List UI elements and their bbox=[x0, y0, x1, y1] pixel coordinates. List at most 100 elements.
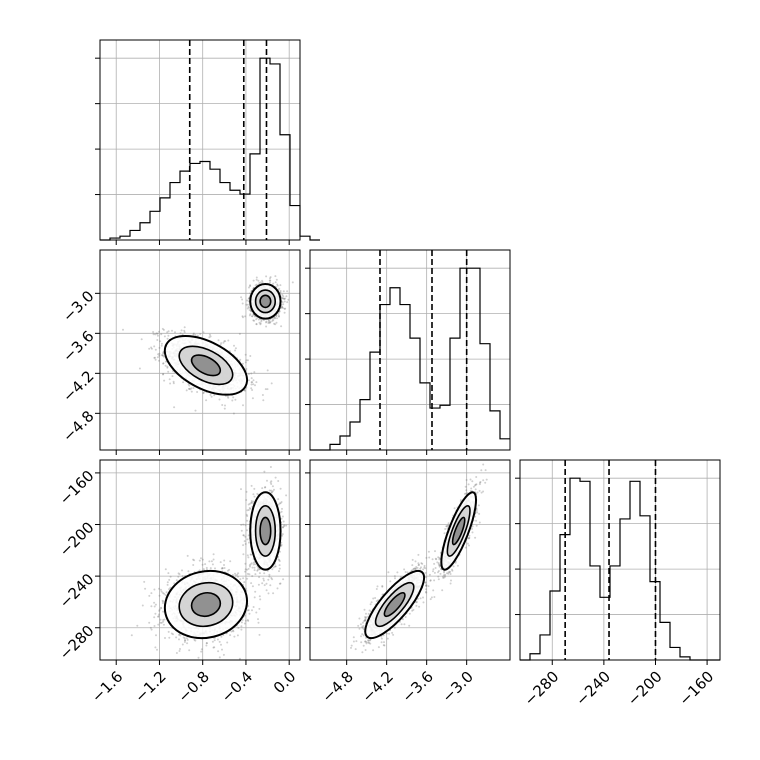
sample-point bbox=[269, 584, 272, 587]
sample-point bbox=[166, 337, 169, 340]
sample-point bbox=[246, 568, 248, 571]
sample-point bbox=[249, 502, 251, 505]
sample-point bbox=[281, 306, 283, 309]
sample-point bbox=[283, 297, 286, 300]
sample-point bbox=[148, 347, 151, 350]
sample-point bbox=[188, 649, 191, 652]
sample-point bbox=[279, 582, 282, 585]
sample-point bbox=[261, 281, 264, 284]
sample-point bbox=[167, 572, 170, 575]
sample-point bbox=[210, 560, 213, 563]
sample-point bbox=[166, 581, 169, 584]
sample-point bbox=[282, 578, 285, 581]
sample-point bbox=[170, 632, 173, 635]
sample-point bbox=[254, 573, 257, 576]
sample-point bbox=[160, 621, 163, 624]
sample-point bbox=[163, 335, 166, 338]
sample-point bbox=[181, 575, 184, 577]
sample-point bbox=[266, 369, 269, 372]
sample-point bbox=[244, 570, 247, 573]
sample-point bbox=[226, 641, 229, 644]
grid-2-2 bbox=[515, 460, 720, 665]
sample-point bbox=[158, 354, 161, 357]
sample-point bbox=[250, 501, 253, 504]
sample-point bbox=[246, 609, 249, 612]
sample-point bbox=[239, 358, 242, 361]
sample-point bbox=[238, 657, 241, 660]
sample-point bbox=[205, 644, 208, 647]
sample-point bbox=[141, 604, 144, 607]
sample-point bbox=[282, 526, 284, 529]
sample-point bbox=[160, 333, 163, 336]
sample-point bbox=[153, 625, 156, 627]
sample-point bbox=[250, 484, 253, 487]
sample-point bbox=[241, 315, 244, 318]
grid-0-0 bbox=[95, 40, 300, 245]
sample-point bbox=[254, 384, 256, 387]
sample-point bbox=[237, 626, 240, 629]
sample-point bbox=[149, 626, 152, 629]
sample-point bbox=[246, 572, 249, 575]
sample-point bbox=[270, 480, 273, 483]
panel-frame bbox=[99, 249, 301, 451]
sample-point bbox=[237, 572, 240, 575]
sample-point bbox=[263, 572, 266, 575]
sample-point bbox=[150, 592, 153, 595]
sample-point bbox=[244, 562, 247, 565]
sample-point bbox=[154, 348, 157, 351]
sample-point bbox=[246, 307, 249, 310]
sample-point bbox=[196, 334, 199, 337]
sample-point bbox=[282, 520, 285, 523]
sample-point bbox=[245, 368, 248, 370]
sample-point bbox=[254, 315, 256, 318]
sample-point bbox=[281, 293, 284, 296]
sample-point bbox=[255, 323, 258, 326]
sample-point bbox=[167, 330, 170, 333]
sample-point bbox=[178, 633, 180, 636]
sample-point bbox=[218, 398, 221, 401]
panel-frame bbox=[519, 459, 721, 661]
sample-point bbox=[258, 576, 261, 579]
sample-point bbox=[275, 315, 278, 317]
sample-point bbox=[213, 646, 216, 649]
sample-point bbox=[249, 313, 252, 316]
sample-point bbox=[251, 609, 253, 612]
panel-frame bbox=[309, 249, 511, 451]
sample-point bbox=[173, 406, 176, 409]
sample-point bbox=[278, 582, 281, 585]
sample-point bbox=[246, 303, 249, 306]
sample-point bbox=[222, 653, 225, 656]
sample-point bbox=[252, 500, 255, 503]
sample-point bbox=[221, 648, 223, 651]
sample-point bbox=[283, 311, 286, 314]
sample-point bbox=[240, 625, 243, 628]
sample-point bbox=[249, 563, 252, 566]
sample-point bbox=[172, 633, 174, 636]
sample-point bbox=[242, 577, 245, 580]
sample-point bbox=[248, 573, 251, 576]
sample-point bbox=[247, 619, 250, 622]
sample-point bbox=[192, 564, 195, 566]
sample-point bbox=[262, 579, 265, 582]
sample-point bbox=[208, 333, 211, 336]
sample-point bbox=[162, 620, 165, 623]
sample-point bbox=[246, 538, 249, 541]
sample-point bbox=[255, 278, 258, 281]
sample-point bbox=[198, 559, 201, 562]
sample-point bbox=[157, 615, 160, 618]
sample-point bbox=[192, 558, 195, 561]
sample-point bbox=[279, 289, 282, 292]
sample-point bbox=[210, 395, 213, 398]
sample-point bbox=[240, 529, 243, 532]
sample-point bbox=[213, 639, 216, 642]
sample-point bbox=[283, 525, 286, 528]
sample-point bbox=[192, 332, 195, 335]
sample-point bbox=[245, 490, 248, 493]
sample-point bbox=[168, 378, 171, 381]
sample-point bbox=[188, 387, 191, 390]
sample-point bbox=[275, 314, 278, 317]
sample-point bbox=[200, 557, 202, 560]
sample-point bbox=[279, 284, 282, 287]
sample-point bbox=[258, 595, 261, 598]
sample-point bbox=[251, 315, 254, 318]
